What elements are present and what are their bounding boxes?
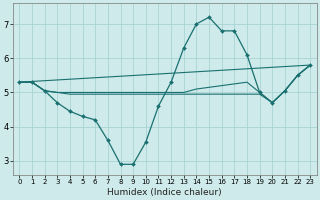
X-axis label: Humidex (Indice chaleur): Humidex (Indice chaleur) <box>108 188 222 197</box>
